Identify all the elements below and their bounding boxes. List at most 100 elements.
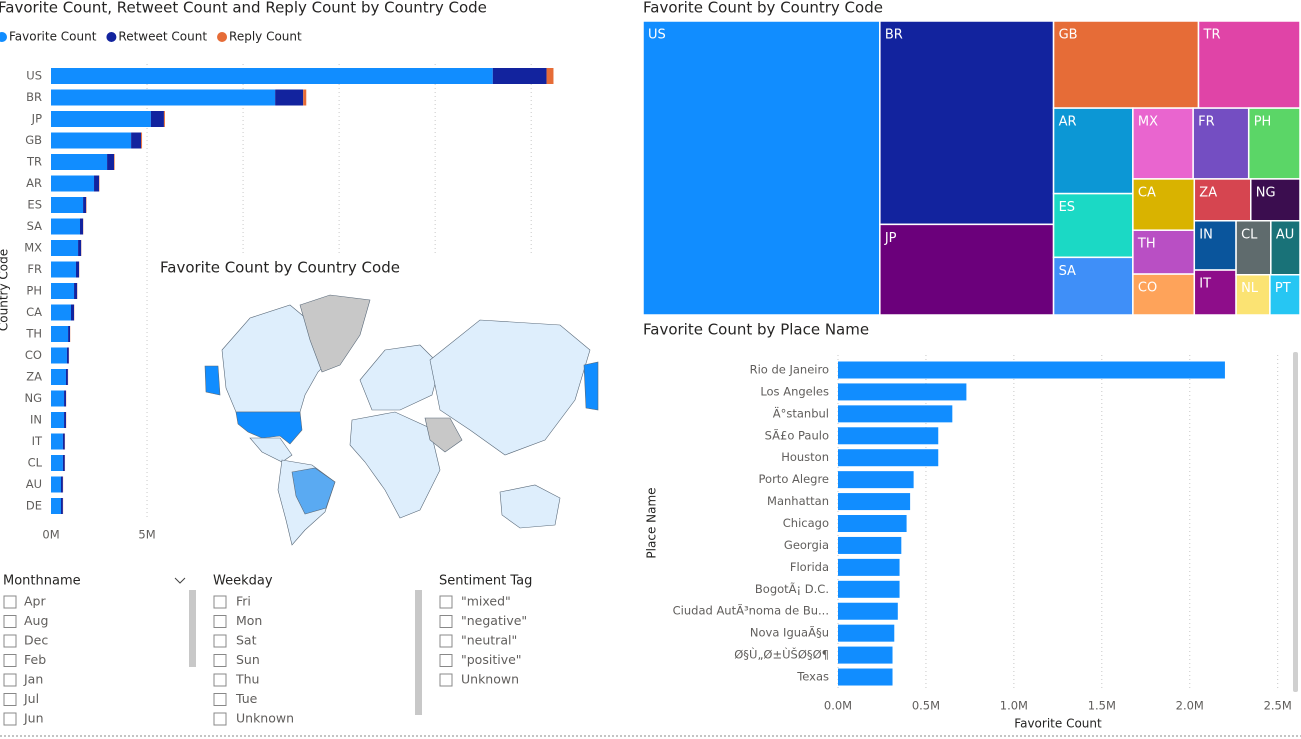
checkbox[interactable] — [213, 654, 227, 667]
treemap-label: TR — [1203, 28, 1221, 43]
y-tick-label: Manhattan — [767, 494, 829, 508]
slicer-item[interactable]: Sat — [236, 633, 257, 648]
bar-segment — [60, 476, 63, 493]
slicer-item[interactable]: Thu — [235, 672, 259, 687]
checkbox[interactable] — [3, 634, 17, 648]
slicer-item[interactable]: Mon — [236, 613, 262, 628]
legend-label: Reply Count — [229, 30, 302, 44]
bar-segment — [65, 369, 68, 385]
dropdown-chevron[interactable] — [174, 577, 186, 584]
slicer-item[interactable]: Jul — [23, 691, 39, 706]
y-tick-label: IT — [32, 434, 43, 448]
checkbox[interactable] — [3, 712, 17, 726]
checkbox[interactable] — [213, 595, 227, 609]
bar-segment — [64, 390, 66, 407]
treemap-label: GB — [1059, 28, 1078, 43]
bar-segment — [60, 498, 63, 514]
greenland — [299, 294, 371, 373]
bar-segment — [51, 412, 65, 428]
map: Favorite Count by Country Code — [155, 255, 605, 547]
y-tick-label: GB — [25, 133, 42, 147]
y-tick-label: BR — [26, 90, 42, 104]
bar-segment — [51, 175, 95, 192]
y-tick-label: Texas — [796, 670, 829, 684]
slicer-item[interactable]: "negative" — [461, 613, 527, 628]
y-tick-label: Florida — [790, 560, 829, 574]
slicer-item[interactable]: "positive" — [461, 652, 522, 667]
bar-segment — [94, 175, 100, 192]
bar-segment — [51, 433, 63, 450]
y-tick-label: Ä°stanbul — [773, 405, 829, 420]
treemap-label: IN — [1199, 227, 1213, 242]
checkbox[interactable] — [439, 673, 453, 687]
bar-segment — [51, 218, 81, 235]
y-tick-label: DE — [26, 499, 42, 513]
checkbox[interactable] — [213, 673, 227, 687]
y-tick-label: US — [26, 69, 42, 83]
bar-segment — [51, 369, 66, 385]
checkbox[interactable] — [3, 595, 17, 609]
bar-segment — [51, 390, 65, 407]
checkbox[interactable] — [3, 693, 17, 706]
slicer-item[interactable]: Jun — [23, 711, 44, 726]
treemap-label: FR — [1198, 115, 1215, 130]
bar-segment — [51, 154, 108, 170]
treemap-label: NL — [1241, 281, 1259, 296]
checkbox[interactable] — [3, 654, 17, 667]
slicer-item[interactable]: Unknown — [461, 672, 519, 687]
slicer-item[interactable]: Aug — [24, 613, 48, 628]
x-tick-label: 1.0M — [1000, 699, 1028, 713]
bar-segment — [131, 132, 142, 149]
bar-segment — [66, 347, 69, 364]
slicer-title: Sentiment Tag — [439, 574, 532, 589]
bar-segment — [74, 283, 78, 299]
slicer-item[interactable]: Tue — [235, 691, 258, 706]
slicer-item[interactable]: Sun — [236, 652, 260, 667]
treemap-tile — [1247, 107, 1301, 180]
slicer-item[interactable]: Unknown — [236, 711, 294, 726]
slicer-item[interactable]: Dec — [24, 633, 48, 648]
treemap-tile — [1250, 178, 1301, 222]
treemap-tile — [1132, 229, 1196, 275]
y-axis-title: Place Name — [645, 487, 659, 558]
treemap-tile — [879, 223, 1055, 316]
y-tick-label: AR — [26, 176, 42, 190]
x-tick-label: 2.0M — [1176, 699, 1204, 713]
bar — [838, 668, 893, 686]
slicer-item[interactable]: Fri — [236, 594, 251, 609]
bar — [838, 558, 900, 576]
checkbox[interactable] — [213, 693, 227, 706]
checkbox[interactable] — [213, 615, 227, 628]
slicer-item[interactable]: Jan — [23, 672, 43, 687]
treemap-tile — [1052, 256, 1134, 316]
checkbox[interactable] — [439, 615, 453, 628]
slicer-item[interactable]: Apr — [24, 594, 46, 609]
chart-title: Favorite Count, Retweet Count and Reply … — [0, 0, 487, 17]
checkbox[interactable] — [439, 654, 453, 667]
checkbox[interactable] — [3, 615, 17, 628]
slicer-title: Monthname — [3, 574, 81, 589]
checkbox[interactable] — [213, 712, 227, 726]
checkbox[interactable] — [439, 595, 453, 609]
treemap-tile — [1193, 269, 1237, 316]
slicer-item[interactable]: "neutral" — [461, 633, 517, 648]
x-tick-label: 0.0M — [824, 699, 852, 713]
checkbox[interactable] — [439, 634, 453, 648]
y-tick-label: ZA — [26, 370, 42, 384]
y-tick-label: NG — [24, 391, 42, 405]
bar-segment — [163, 111, 165, 127]
bar — [838, 361, 1225, 379]
slicer-item[interactable]: "mixed" — [461, 594, 511, 609]
checkbox[interactable] — [3, 673, 17, 687]
bar — [838, 471, 914, 489]
checkbox[interactable] — [213, 634, 227, 648]
slicer-item[interactable]: Feb — [24, 652, 46, 667]
chart-title: Favorite Count by Place Name — [643, 321, 869, 339]
treemap-tile — [879, 20, 1055, 226]
chart-title: Favorite Count by Country Code — [160, 259, 400, 277]
africa — [349, 411, 441, 519]
treemap-tile — [1052, 192, 1134, 259]
bar-segment — [51, 197, 84, 213]
treemap-tile — [1132, 107, 1194, 180]
